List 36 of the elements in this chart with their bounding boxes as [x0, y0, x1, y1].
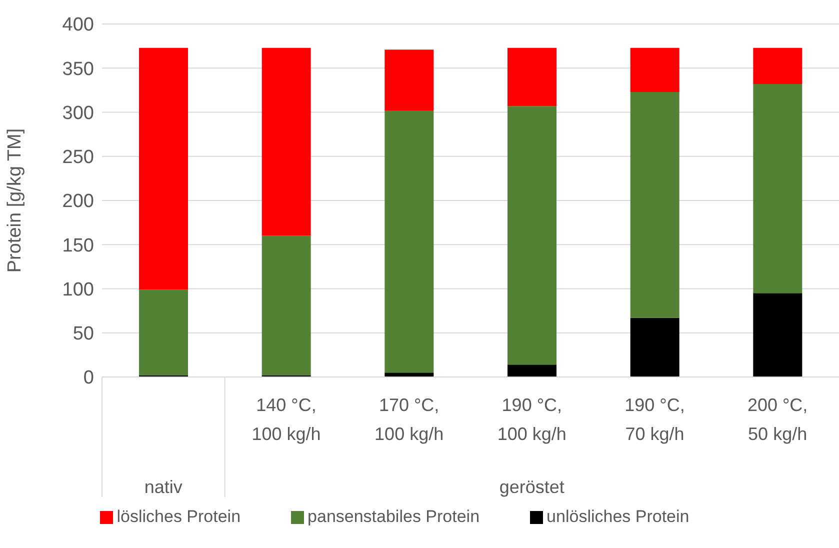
bar — [630, 318, 680, 377]
y-tick-label: 150 — [62, 235, 94, 256]
x-tick-label: 200 °C, 50 kg/h — [747, 395, 808, 444]
y-tick-label: 400 — [62, 14, 94, 36]
bar — [508, 364, 556, 377]
legend-label: lösliches Protein — [116, 507, 241, 526]
y-tick-label: 200 — [62, 191, 94, 212]
bar — [262, 48, 311, 236]
y-tick-label: 0 — [83, 368, 94, 389]
bar — [753, 48, 802, 84]
y-tick-label: 250 — [62, 147, 94, 168]
bar — [262, 236, 311, 376]
legend-label: pansenstabiles Protein — [308, 507, 480, 526]
x-tick-label: 140 °C, 100 kg/h — [252, 395, 321, 444]
bar — [508, 106, 556, 365]
bar — [139, 48, 188, 290]
bar — [753, 293, 802, 377]
x-tick-label: 170 °C, 100 kg/h — [374, 395, 444, 444]
x-tick-label: 190 °C, 100 kg/h — [497, 395, 566, 444]
bar — [630, 92, 680, 318]
y-tick-label: 50 — [72, 324, 94, 345]
text: nativ — [144, 477, 182, 497]
x-tick-label: 190 °C, 70 kg/h — [624, 395, 685, 444]
y-axis-title: Protein [g/kg TM] — [4, 128, 26, 273]
bar — [508, 48, 556, 106]
text: geröstet — [499, 477, 564, 497]
y-tick-label: 300 — [62, 102, 94, 124]
bar — [384, 110, 434, 373]
bar — [630, 48, 680, 92]
legend-label: unlösliches Protein — [546, 507, 690, 526]
bar — [384, 372, 434, 377]
y-tick-label: 100 — [62, 279, 94, 300]
bar — [139, 290, 188, 376]
bar — [753, 84, 802, 294]
bar — [384, 50, 434, 110]
y-tick-label: 350 — [62, 58, 94, 80]
